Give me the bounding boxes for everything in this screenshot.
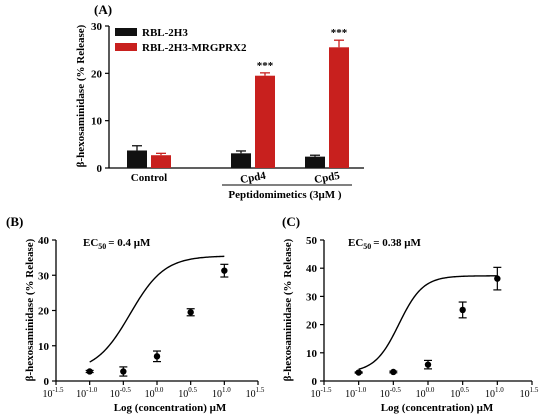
panel-c-xtick-label-1-0: 101.0 bbox=[485, 386, 504, 400]
panel-b-xlabel: Log (concentration) μM bbox=[114, 402, 227, 414]
panel-c-point-1 bbox=[390, 368, 397, 376]
panel-b-point-0 bbox=[86, 368, 93, 375]
panel-a-legend: RBL-2H3 RBL-2H3-MRGPRX2 bbox=[115, 27, 247, 54]
panel-c-xtick-label-1-5: 101.5 bbox=[520, 386, 539, 400]
panel-a-ytick-label-30: 30 bbox=[91, 21, 103, 33]
panel-c-y-ticks: 0 10 20 30 40 50 bbox=[306, 235, 324, 388]
panel-b-ytick-label-10: 10 bbox=[38, 341, 50, 353]
panel-a-annotations: *** *** bbox=[257, 27, 348, 72]
panel-c-ylabel: β-hexosaminidase (% Release) bbox=[282, 238, 294, 381]
panel-b-ec50: EC50 = 0.4 μM bbox=[83, 237, 151, 251]
legend-label-rbl-2h3-mrgprx2: RBL-2H3-MRGPRX2 bbox=[142, 42, 247, 54]
panel-b-ylabel: β-hexosaminidase (% Release) bbox=[24, 238, 36, 381]
panel-b-points bbox=[85, 263, 229, 377]
panel-c-xlabel: Log (concentration) μM bbox=[381, 402, 494, 414]
bar-rbl-2h3-mrgprx2-cpd5 bbox=[329, 47, 349, 168]
panel-c-x-ticks: 10-1.5 10-1.0 10-0.5 100.0 100.5 101.0 101.5 bbox=[310, 381, 539, 400]
panel-c-point-3 bbox=[459, 306, 466, 314]
panel-c-fit-curve bbox=[358, 275, 498, 370]
panel-c-xtick-label-0-0: 100.0 bbox=[416, 386, 435, 400]
panel-c-xtick-label-1-0: 10-1.0 bbox=[345, 386, 367, 400]
panel-label-b: (B) bbox=[6, 214, 23, 229]
bar-rbl-2h3-cpd4 bbox=[231, 153, 251, 168]
significance-cpd5: *** bbox=[331, 27, 348, 39]
panel-c-point-2 bbox=[424, 361, 432, 368]
panel-a-bars bbox=[127, 39, 349, 168]
panel-b-xtick-label-0-5: 10-0.5 bbox=[110, 386, 132, 400]
panel-b-xtick-label-1-5: 10-1.5 bbox=[42, 386, 64, 400]
panel-c-chart: β-hexosaminidase (% Release) Log (concen… bbox=[282, 235, 539, 414]
panel-b-ytick-label-0: 0 bbox=[44, 376, 50, 388]
panel-a-ytick-label-10: 10 bbox=[91, 116, 103, 128]
bar-rbl-2h3-mrgprx2-control bbox=[151, 155, 171, 168]
panel-c-ytick-label-20: 20 bbox=[306, 320, 318, 332]
panel-b-fit-curve bbox=[89, 255, 225, 363]
category-label-control: Control bbox=[131, 172, 167, 184]
panel-c-points bbox=[354, 266, 502, 376]
panel-c-ytick-label-0: 0 bbox=[312, 376, 318, 388]
panel-b-y-ticks: 0 10 20 30 40 bbox=[38, 235, 56, 388]
panel-c-xtick-label-0-5: 100.5 bbox=[450, 386, 469, 400]
panel-a-ylabel: β-hexosaminidase (% Release) bbox=[75, 24, 87, 167]
panel-c-xtick-label-0-5: 10-0.5 bbox=[380, 386, 402, 400]
panel-c-ytick-label-40: 40 bbox=[306, 263, 318, 275]
panel-b-point-1 bbox=[120, 368, 127, 375]
panel-b-ytick-label-40: 40 bbox=[38, 235, 50, 247]
panel-c-ytick-label-10: 10 bbox=[306, 348, 318, 360]
panel-c-point-4 bbox=[494, 275, 501, 282]
panel-b-xtick-label-1-0: 101.0 bbox=[212, 386, 231, 400]
panel-c-xtick-label-1-5: 10-1.5 bbox=[310, 386, 332, 400]
panel-b-ytick-label-30: 30 bbox=[38, 270, 50, 282]
bar-rbl-2h3-cpd5 bbox=[305, 156, 325, 168]
panel-c-ec50: EC50 = 0.38 μM bbox=[348, 237, 422, 251]
panel-label-a: (A) bbox=[94, 2, 112, 17]
panel-b-xtick-label-1-5: 101.5 bbox=[246, 386, 265, 400]
panel-a-y-ticks: 0 10 20 30 bbox=[91, 21, 109, 175]
panel-b-xtick-label-0-5: 100.5 bbox=[178, 386, 197, 400]
panel-b-point-2 bbox=[153, 353, 161, 360]
legend-label-rbl-2h3: RBL-2H3 bbox=[142, 27, 188, 39]
panel-b-xtick-label-0-0: 100.0 bbox=[145, 386, 164, 400]
panel-b-x-ticks: 10-1.5 10-1.0 10-0.5 100.0 100.5 101.0 101.5 bbox=[42, 381, 265, 400]
panel-c-point-0 bbox=[355, 369, 362, 376]
panel-a-ytick-label-20: 20 bbox=[91, 68, 103, 80]
legend-swatch-rbl-2h3-mrgprx2 bbox=[115, 43, 137, 51]
panel-b-ytick-label-20: 20 bbox=[38, 306, 50, 318]
category-label-cpd4: Cpd4 bbox=[239, 170, 267, 186]
panel-b-xtick-label-1-0: 10-1.0 bbox=[76, 386, 98, 400]
bar-rbl-2h3-control bbox=[127, 150, 147, 168]
panel-a-chart: β-hexosaminidase (% Release) 0 10 20 30 ***… bbox=[75, 21, 364, 201]
panel-b-point-4 bbox=[221, 267, 228, 274]
panel-c-ytick-label-50: 50 bbox=[306, 235, 318, 247]
panel-b-point-3 bbox=[187, 309, 194, 316]
category-label-cpd5: Cpd5 bbox=[313, 170, 341, 186]
panel-label-c: (C) bbox=[282, 214, 300, 229]
panel-c-ytick-label-30: 30 bbox=[306, 291, 318, 303]
panel-a-group-label: Peptidomimetics (3μM ) bbox=[228, 189, 341, 201]
panel-a-ytick-label-0: 0 bbox=[97, 163, 103, 175]
significance-cpd4: *** bbox=[257, 60, 274, 72]
bar-rbl-2h3-mrgprx2-cpd4 bbox=[255, 75, 275, 168]
panel-a-category-labels: Control Cpd4 Cpd5 bbox=[131, 170, 341, 186]
legend-swatch-rbl-2h3 bbox=[115, 28, 137, 36]
panel-b-chart: β-hexosaminidase (% Release) Log (concen… bbox=[24, 235, 265, 414]
